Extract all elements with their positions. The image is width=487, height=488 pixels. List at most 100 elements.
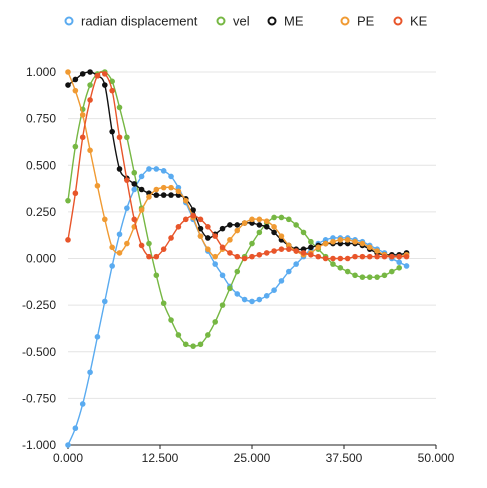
data-point-4-2 <box>79 134 86 141</box>
data-point-1-40 <box>359 274 366 280</box>
data-point-2-2 <box>79 71 86 77</box>
data-point-4-4 <box>94 72 101 79</box>
data-point-1-41 <box>366 274 373 280</box>
data-point-4-17 <box>190 212 196 219</box>
data-point-2-7 <box>116 166 123 172</box>
data-point-0-26 <box>256 296 263 303</box>
data-point-4-31 <box>293 248 299 254</box>
y-tick-labels: 1.000 0.750 0.500 0.250 0.000 -0.250 -0.500 -0.… <box>22 65 56 452</box>
data-point-4-11 <box>146 253 152 260</box>
data-point-3-25 <box>249 216 255 223</box>
data-point-3-14 <box>168 184 174 191</box>
data-point-2-27 <box>263 223 270 230</box>
data-point-1-7 <box>116 104 123 111</box>
data-point-0-6 <box>109 263 115 269</box>
data-point-4-28 <box>271 248 277 254</box>
data-point-0-9 <box>131 186 138 193</box>
data-point-1-6 <box>109 78 115 85</box>
data-point-1-30 <box>286 216 292 223</box>
data-point-0-24 <box>241 296 248 303</box>
data-point-1-3 <box>87 82 93 88</box>
legend-item: KE <box>393 14 428 29</box>
data-point-3-1 <box>72 87 79 94</box>
data-point-1-28 <box>271 214 277 221</box>
data-point-4-23 <box>234 253 241 260</box>
data-point-3-3 <box>87 147 93 154</box>
data-point-3-38 <box>344 237 351 243</box>
data-point-3-10 <box>138 207 145 213</box>
data-point-1-31 <box>293 222 299 228</box>
data-point-4-33 <box>308 251 314 258</box>
data-point-0-28 <box>271 287 277 294</box>
data-point-4-27 <box>263 250 270 256</box>
data-point-0-13 <box>160 168 167 174</box>
data-point-2-21 <box>219 225 226 232</box>
data-point-0-5 <box>102 298 108 305</box>
data-point-1-17 <box>190 343 196 349</box>
x-tick-label: 50.000 <box>418 451 455 465</box>
data-point-0-14 <box>168 173 174 180</box>
data-point-1-39 <box>352 272 358 279</box>
data-point-0-30 <box>286 268 292 275</box>
data-point-0-1 <box>72 425 79 432</box>
legend-item: radian displacement <box>64 14 198 29</box>
data-point-4-21 <box>219 244 226 251</box>
data-point-2-6 <box>109 128 115 135</box>
data-point-1-18 <box>197 341 204 348</box>
data-point-1-8 <box>124 134 130 141</box>
data-point-4-36 <box>330 255 336 262</box>
data-point-4-34 <box>315 253 322 260</box>
data-point-2-9 <box>131 181 138 187</box>
data-point-3-13 <box>160 184 167 191</box>
series-line-0 <box>67 167 407 446</box>
legend-label: PE <box>357 14 375 29</box>
data-point-3-7 <box>116 250 123 256</box>
data-point-3-26 <box>256 216 263 223</box>
legend-label: vel <box>233 14 250 29</box>
data-point-4-13 <box>160 246 167 252</box>
series-group <box>65 69 410 448</box>
y-tick-label: 0.750 <box>26 112 56 126</box>
data-point-3-16 <box>182 197 189 204</box>
data-point-1-43 <box>381 272 388 279</box>
data-point-4-37 <box>337 255 344 262</box>
data-point-1-0 <box>65 197 71 204</box>
data-point-1-21 <box>219 302 226 308</box>
data-point-4-10 <box>138 242 145 249</box>
data-point-3-15 <box>175 188 182 195</box>
data-point-2-12 <box>153 192 160 198</box>
y-tick-label: -1.000 <box>22 438 56 452</box>
data-point-4-43 <box>381 253 388 260</box>
data-point-3-24 <box>241 220 248 226</box>
y-tick-label: 0.000 <box>26 252 56 266</box>
data-point-2-0 <box>65 82 71 88</box>
data-point-2-10 <box>138 186 145 193</box>
data-point-1-42 <box>374 274 380 280</box>
data-point-4-22 <box>227 250 233 256</box>
data-point-0-2 <box>79 401 86 407</box>
x-tick-label: 12.500 <box>142 451 179 465</box>
data-point-4-7 <box>116 134 123 141</box>
data-point-4-3 <box>87 97 93 103</box>
data-point-0-10 <box>138 173 145 180</box>
data-point-4-8 <box>124 177 130 183</box>
legend-marker <box>340 16 350 26</box>
data-point-1-20 <box>212 319 218 325</box>
data-point-4-38 <box>344 255 351 262</box>
data-point-3-0 <box>65 69 71 75</box>
data-point-1-11 <box>146 240 152 247</box>
data-point-2-14 <box>168 192 174 198</box>
data-point-4-0 <box>65 237 71 243</box>
data-point-3-42 <box>374 248 380 254</box>
data-point-0-0 <box>65 442 71 448</box>
data-point-2-28 <box>271 229 277 236</box>
y-tick-label: -0.250 <box>22 298 56 312</box>
data-point-1-15 <box>175 332 182 338</box>
data-point-0-25 <box>249 298 255 305</box>
data-point-2-26 <box>256 222 263 228</box>
data-point-3-23 <box>234 227 241 234</box>
data-point-3-37 <box>337 237 344 243</box>
data-point-1-13 <box>160 300 167 307</box>
y-tick-label: 1.000 <box>26 65 56 79</box>
